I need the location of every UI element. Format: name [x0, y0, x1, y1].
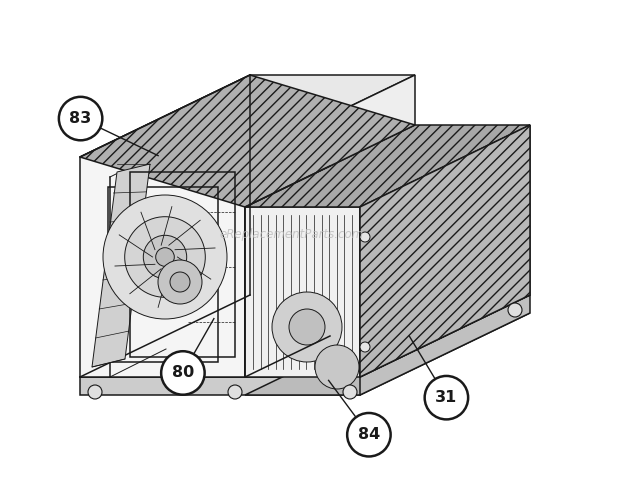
- Circle shape: [88, 385, 102, 399]
- Polygon shape: [245, 207, 360, 377]
- Polygon shape: [245, 75, 415, 377]
- Circle shape: [272, 292, 342, 362]
- Circle shape: [125, 217, 205, 297]
- Circle shape: [158, 260, 202, 304]
- Circle shape: [360, 232, 370, 242]
- Circle shape: [103, 195, 227, 319]
- Circle shape: [156, 247, 174, 266]
- Polygon shape: [360, 125, 530, 377]
- Polygon shape: [245, 313, 530, 395]
- Polygon shape: [245, 125, 530, 207]
- Circle shape: [289, 309, 325, 345]
- Text: 31: 31: [435, 390, 458, 405]
- Polygon shape: [360, 125, 530, 377]
- Circle shape: [360, 342, 370, 352]
- Circle shape: [347, 413, 391, 456]
- Text: 80: 80: [172, 366, 194, 380]
- Text: 84: 84: [358, 427, 380, 442]
- Circle shape: [508, 303, 522, 317]
- Polygon shape: [80, 75, 415, 207]
- Circle shape: [425, 376, 468, 419]
- Circle shape: [161, 351, 205, 395]
- Circle shape: [170, 272, 190, 292]
- Circle shape: [143, 235, 187, 279]
- Polygon shape: [80, 75, 415, 157]
- Circle shape: [59, 97, 102, 140]
- Text: 83: 83: [69, 111, 92, 126]
- Polygon shape: [360, 295, 530, 395]
- Polygon shape: [80, 295, 530, 377]
- Circle shape: [228, 385, 242, 399]
- Circle shape: [343, 385, 357, 399]
- Polygon shape: [80, 377, 360, 395]
- Circle shape: [315, 345, 359, 389]
- Text: eReplacementParts.com: eReplacementParts.com: [219, 228, 363, 241]
- Polygon shape: [92, 164, 150, 367]
- Polygon shape: [80, 157, 245, 377]
